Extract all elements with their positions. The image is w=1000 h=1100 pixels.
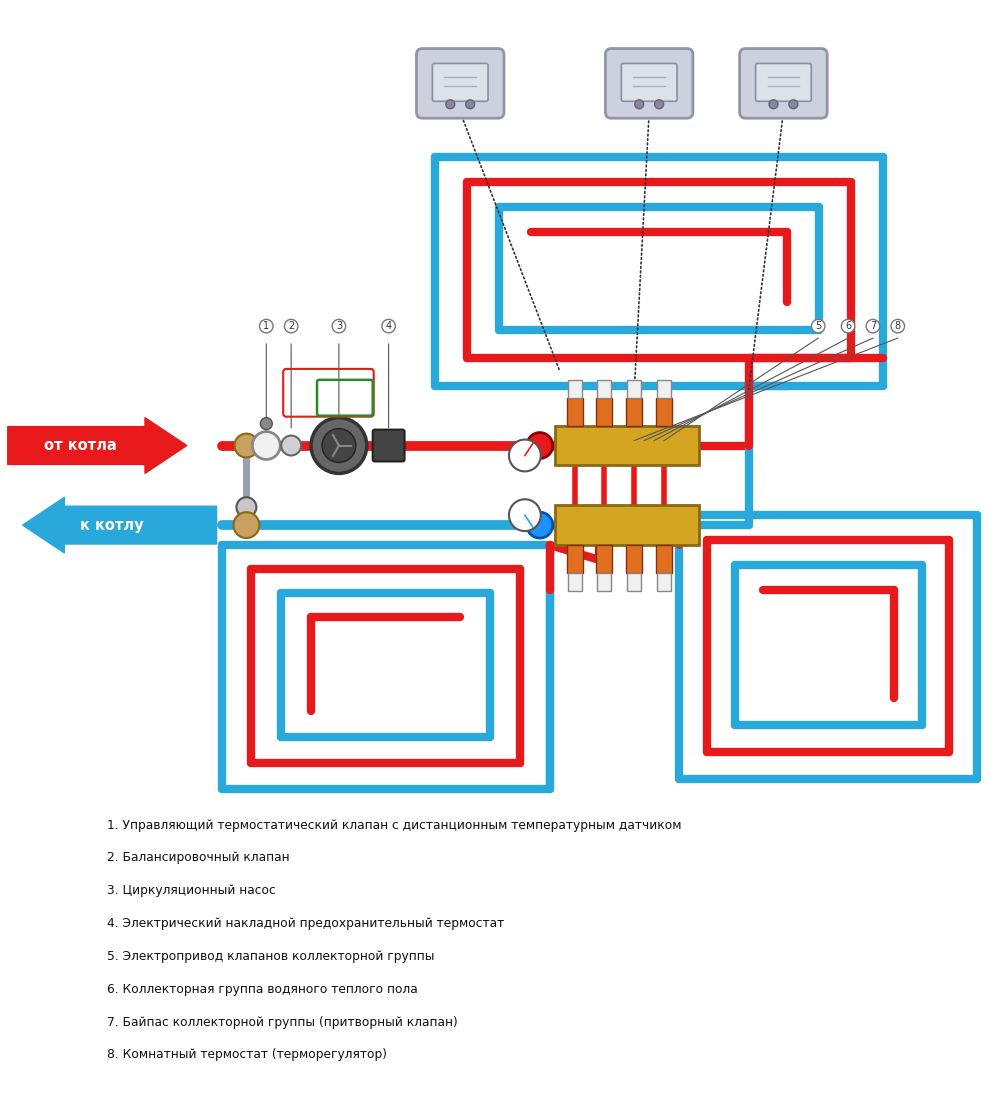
Circle shape [281,436,301,455]
Text: 2: 2 [288,321,294,331]
FancyBboxPatch shape [740,48,827,118]
Circle shape [509,440,541,472]
Circle shape [233,513,259,538]
Text: к котлу: к котлу [80,518,144,532]
Circle shape [527,432,553,459]
FancyBboxPatch shape [373,430,405,461]
Bar [596,544,612,573]
Bar [627,573,641,591]
Circle shape [466,100,475,109]
Circle shape [322,429,356,462]
Circle shape [252,431,280,460]
Circle shape [446,100,455,109]
Circle shape [789,100,798,109]
Circle shape [769,100,778,109]
Text: 3. Циркуляционный насос: 3. Циркуляционный насос [107,884,276,898]
Circle shape [236,497,256,517]
Bar [657,379,671,398]
FancyBboxPatch shape [416,48,504,118]
Text: 2. Балансировочный клапан: 2. Балансировочный клапан [107,851,290,865]
Bar [596,398,612,426]
Bar [656,398,672,426]
FancyBboxPatch shape [432,64,488,101]
Circle shape [635,100,644,109]
Text: 8. Комнатный термостат (терморегулятор): 8. Комнатный термостат (терморегулятор) [107,1048,387,1062]
Bar [597,379,611,398]
Text: 8: 8 [895,321,901,331]
Text: 6. Коллекторная группа водяного теплого пола: 6. Коллекторная группа водяного теплого … [107,982,418,996]
Circle shape [311,418,367,473]
Bar [657,573,671,591]
Bar [626,544,642,573]
FancyArrow shape [8,418,187,473]
Bar [597,573,611,591]
Text: 7: 7 [870,321,876,331]
FancyBboxPatch shape [605,48,693,118]
Circle shape [234,433,258,458]
Text: 5. Электропривод клапанов коллекторной группы: 5. Электропривод клапанов коллекторной г… [107,950,435,962]
Text: 6: 6 [845,321,851,331]
Bar [568,379,582,398]
Bar [626,398,642,426]
Bar [555,426,699,465]
Bar [567,544,583,573]
FancyBboxPatch shape [756,64,811,101]
Text: 3: 3 [336,321,342,331]
Text: 1: 1 [263,321,269,331]
Circle shape [527,513,553,538]
Circle shape [260,418,272,430]
Circle shape [655,100,664,109]
Bar [555,505,699,544]
Text: 4: 4 [386,321,392,331]
Bar [656,544,672,573]
FancyArrow shape [23,497,217,553]
Text: 4. Электрический накладной предохранительный термостат: 4. Электрический накладной предохранител… [107,917,504,931]
FancyBboxPatch shape [621,64,677,101]
Text: от котла: от котла [44,438,117,453]
Circle shape [509,499,541,531]
Bar [567,398,583,426]
Bar [627,379,641,398]
Bar [568,573,582,591]
Text: 7. Байпас коллекторной группы (притворный клапан): 7. Байпас коллекторной группы (притворны… [107,1015,458,1028]
Text: 1. Управляющий термостатический клапан с дистанционным температурным датчиком: 1. Управляющий термостатический клапан с… [107,818,682,832]
Text: 5: 5 [815,321,821,331]
